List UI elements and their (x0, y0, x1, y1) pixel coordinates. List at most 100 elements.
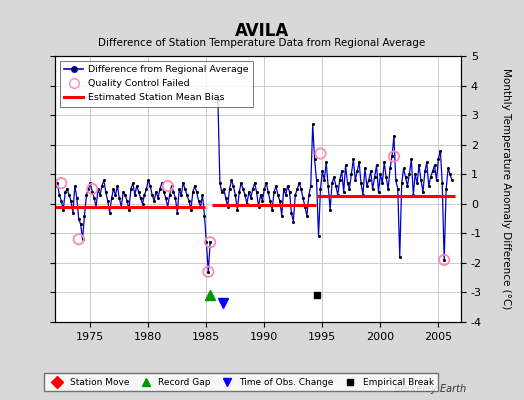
Point (276, 198, 284, 204)
Point (202, 239, 211, 245)
Point (399, 165, 408, 172)
Point (117, 204, 125, 210)
Point (245, 189, 253, 195)
Point (88, 186, 96, 192)
Point (297, 186, 305, 192)
Point (194, 198, 203, 204)
Point (179, 180, 187, 186)
Point (332, 183, 340, 189)
Point (191, 183, 199, 189)
Point (189, 189, 197, 195)
Point (158, 180, 166, 186)
Point (142, 186, 150, 192)
Point (421, 168, 429, 174)
Point (335, 177, 344, 183)
Point (67, 198, 75, 204)
Point (270, 189, 278, 195)
Y-axis label: Monthly Temperature Anomaly Difference (°C): Monthly Temperature Anomaly Difference (… (501, 68, 511, 310)
Point (291, 192, 300, 198)
Point (440, 257, 449, 263)
Point (307, 183, 315, 189)
Point (94, 186, 102, 192)
Point (220, 186, 228, 192)
Point (436, 147, 444, 154)
Point (299, 195, 307, 201)
Point (140, 192, 149, 198)
Point (233, 206, 242, 213)
Text: Difference of Station Temperature Data from Regional Average: Difference of Station Temperature Data f… (99, 38, 425, 48)
Point (110, 186, 118, 192)
Point (373, 162, 381, 168)
Point (334, 192, 342, 198)
Point (217, 189, 226, 195)
Point (258, 198, 267, 204)
Point (65, 192, 73, 198)
Point (376, 171, 385, 178)
Point (324, 183, 332, 189)
Point (347, 171, 356, 178)
Point (107, 195, 116, 201)
Point (133, 183, 141, 189)
Point (121, 192, 129, 198)
Point (227, 177, 236, 183)
Legend: Station Move, Record Gap, Time of Obs. Change, Empirical Break: Station Move, Record Gap, Time of Obs. C… (43, 374, 439, 392)
Point (247, 195, 255, 201)
Point (239, 186, 247, 192)
Point (123, 198, 132, 204)
Point (187, 206, 195, 213)
Point (88, 189, 96, 195)
Point (429, 168, 437, 174)
Point (225, 186, 234, 192)
Point (289, 218, 298, 225)
Point (388, 153, 396, 160)
Point (283, 183, 292, 189)
Point (411, 171, 419, 178)
Point (59, 206, 68, 213)
Point (355, 159, 363, 166)
Point (403, 183, 411, 189)
Point (430, 162, 439, 168)
Point (97, 183, 106, 189)
Point (281, 192, 290, 198)
Point (440, 257, 449, 263)
Text: Berkeley Earth: Berkeley Earth (394, 384, 466, 394)
Point (78, 236, 86, 242)
Point (57, 198, 66, 204)
Point (150, 198, 158, 204)
Point (363, 183, 371, 189)
Point (424, 183, 433, 189)
Point (422, 159, 431, 166)
Point (340, 189, 348, 195)
Point (390, 153, 398, 160)
Point (272, 183, 280, 189)
Point (96, 192, 104, 198)
Point (105, 210, 114, 216)
Point (328, 180, 336, 186)
Point (438, 180, 446, 186)
Point (74, 236, 83, 242)
Point (286, 189, 294, 195)
Point (330, 174, 338, 180)
Point (266, 198, 275, 204)
Point (405, 171, 413, 178)
Point (345, 186, 354, 192)
Legend: Difference from Regional Average, Quality Control Failed, Estimated Station Mean: Difference from Regional Average, Qualit… (60, 61, 254, 107)
Point (310, 156, 319, 163)
Point (254, 204, 263, 210)
Point (396, 254, 404, 260)
Point (268, 206, 276, 213)
Point (69, 210, 77, 216)
Point (163, 204, 172, 210)
Point (312, 177, 321, 183)
Point (84, 186, 93, 192)
Point (51, 183, 60, 189)
Point (73, 195, 81, 201)
Point (125, 206, 133, 213)
Point (171, 195, 180, 201)
Point (316, 150, 325, 157)
Point (53, 180, 62, 186)
Point (367, 168, 375, 174)
Point (156, 186, 164, 192)
Point (361, 165, 369, 172)
Point (304, 192, 313, 198)
